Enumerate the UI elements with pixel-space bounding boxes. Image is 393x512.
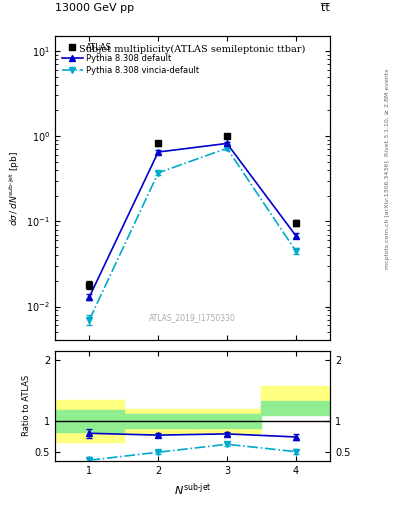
Legend: ATLAS, Pythia 8.308 default, Pythia 8.308 vincia-default: ATLAS, Pythia 8.308 default, Pythia 8.30…	[59, 40, 202, 77]
Y-axis label: Ratio to ATLAS: Ratio to ATLAS	[22, 375, 31, 436]
X-axis label: $N^{\rm sub\text{-}jet}$: $N^{\rm sub\text{-}jet}$	[174, 481, 211, 498]
Text: 13000 GeV pp: 13000 GeV pp	[55, 3, 134, 13]
Text: ATLAS_2019_I1750330: ATLAS_2019_I1750330	[149, 313, 236, 322]
Y-axis label: $d\sigma\,/\,dN^{\rm sub\text{-}jet}$ [pb]: $d\sigma\,/\,dN^{\rm sub\text{-}jet}$ [p…	[8, 151, 22, 226]
Text: Subjet multiplicity(ATLAS semileptonic ttbar): Subjet multiplicity(ATLAS semileptonic t…	[79, 45, 306, 54]
Text: t̅t̅: t̅t̅	[321, 3, 330, 13]
Text: mcplots.cern.ch [arXiv:1306.3436]: mcplots.cern.ch [arXiv:1306.3436]	[385, 161, 389, 269]
Text: Rivet 3.1.10, ≥ 2.8M events: Rivet 3.1.10, ≥ 2.8M events	[385, 69, 389, 156]
